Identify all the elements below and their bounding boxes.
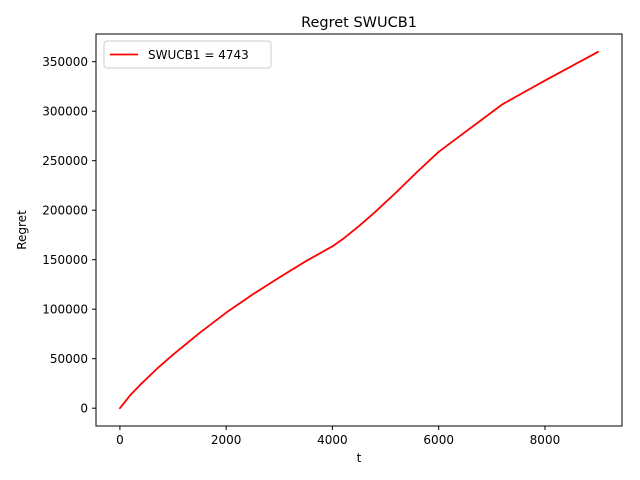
x-axis-ticks: 0 2000 4000 6000 8000 <box>116 426 560 447</box>
axes-frame <box>95 33 623 427</box>
legend-label: SWUCB1 = 4743 <box>148 48 249 62</box>
data-marks <box>119 50 599 410</box>
x-tick-label: 2000 <box>211 433 242 447</box>
y-tick-label: 200000 <box>42 204 88 218</box>
series-line <box>119 50 599 410</box>
y-tick-label: 150000 <box>42 253 88 267</box>
y-axis-ticks: 0 50000 100000 150000 200000 250000 300000 3500… <box>42 55 96 416</box>
x-tick-label: 0 <box>116 433 124 447</box>
chart-title: Regret SWUCB1 <box>301 15 417 31</box>
y-tick-label: 100000 <box>42 303 88 317</box>
x-tick-label: 6000 <box>423 433 454 447</box>
y-tick-label: 300000 <box>42 105 88 119</box>
x-tick-label: 8000 <box>530 433 561 447</box>
legend-box <box>103 40 272 69</box>
y-tick-label: 0 <box>80 402 88 416</box>
y-axis-label: Regret <box>15 210 29 250</box>
plot-area: 0 2000 4000 6000 8000 0 50000 100000 150000 2000… <box>42 33 623 447</box>
y-tick-label: 350000 <box>42 55 88 69</box>
y-tick-label: 50000 <box>50 352 88 366</box>
x-tick-label: 4000 <box>317 433 348 447</box>
y-tick-label: 250000 <box>42 154 88 168</box>
legend: SWUCB1 = 4743 <box>103 40 272 69</box>
x-axis-label: t <box>357 451 362 465</box>
axes-background <box>96 34 622 426</box>
